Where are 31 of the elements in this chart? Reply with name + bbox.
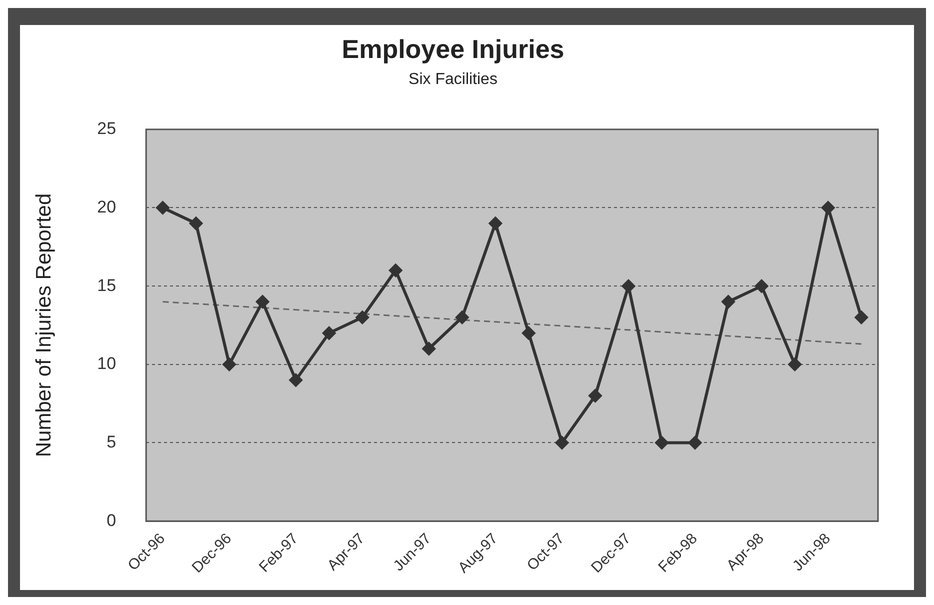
point [289, 374, 302, 387]
point [555, 436, 568, 450]
point [822, 201, 835, 214]
point [522, 326, 536, 340]
point [156, 201, 170, 214]
chart-title: Employee Injuries [342, 34, 564, 64]
point [722, 295, 735, 308]
point [322, 326, 336, 340]
y-tick-label: 20 [97, 197, 116, 216]
point [688, 436, 702, 450]
point [655, 436, 668, 450]
chart-subtitle: Six Facilities [408, 71, 498, 88]
point [622, 280, 635, 293]
point [256, 295, 270, 308]
y-tick-label: 0 [106, 510, 116, 530]
y-tick-label: 10 [97, 354, 116, 374]
point [356, 310, 369, 324]
point [588, 389, 602, 402]
point [488, 216, 502, 230]
point [190, 216, 203, 230]
y-axis-title: Number of Injuries Reported [32, 193, 56, 458]
point [755, 280, 768, 293]
point [389, 264, 402, 277]
y-tick-label: 25 [97, 119, 116, 138]
point [222, 358, 236, 371]
y-tick-label: 5 [106, 432, 116, 452]
point [788, 358, 802, 371]
point [422, 342, 436, 356]
y-tick-label: 15 [97, 276, 116, 295]
point [854, 310, 868, 324]
point [456, 310, 469, 324]
